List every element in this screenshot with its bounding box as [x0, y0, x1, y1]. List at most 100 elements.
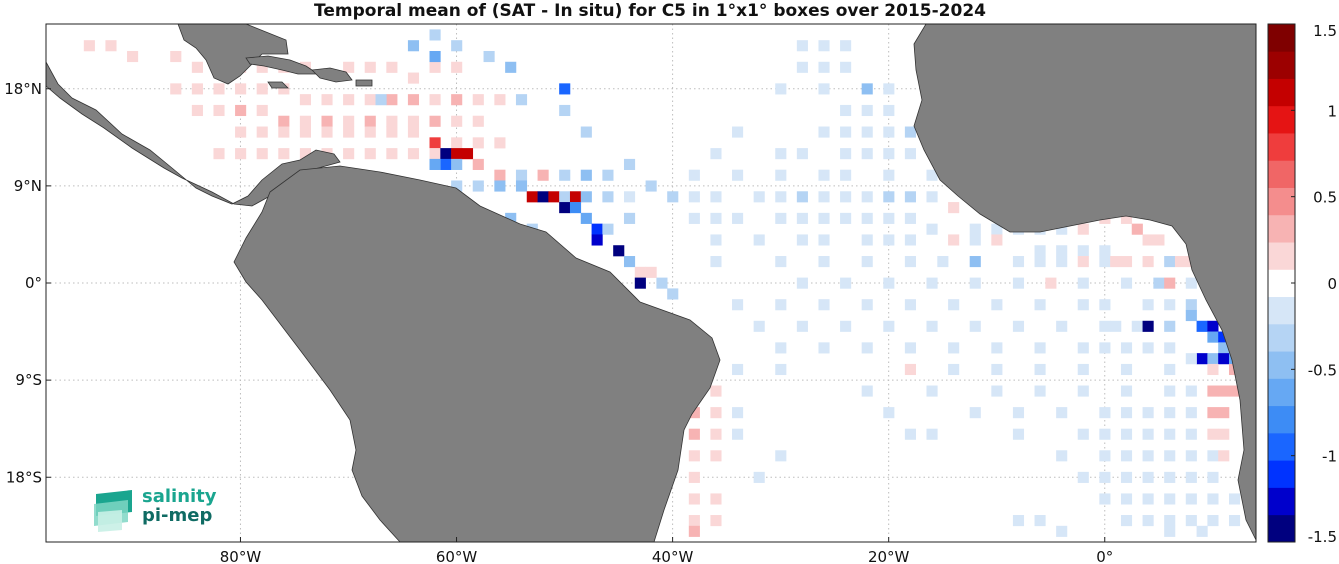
grid-cell — [1218, 385, 1230, 397]
grid-cell — [1077, 428, 1089, 440]
grid-cell — [688, 515, 700, 527]
grid-cell — [775, 148, 787, 160]
grid-cell — [883, 126, 895, 138]
colorbar-swatch — [1268, 296, 1295, 325]
grid-cell — [1120, 342, 1133, 354]
grid-cell — [213, 83, 225, 95]
grid-cell — [904, 148, 916, 160]
grid-cell — [688, 191, 700, 203]
grid-cell — [861, 256, 873, 268]
grid-cell — [451, 94, 463, 106]
grid-cell — [991, 385, 1003, 397]
grid-cell — [1185, 515, 1197, 527]
grid-cell — [667, 191, 679, 203]
grid-cell — [1185, 309, 1197, 322]
grid-cell — [1164, 407, 1176, 419]
grid-cell — [451, 148, 463, 160]
grid-cell — [1164, 471, 1176, 483]
grid-cell — [494, 137, 506, 149]
grid-cell — [948, 202, 960, 214]
central-america-land — [46, 24, 341, 207]
south-america-land — [233, 165, 721, 542]
grid-cell — [559, 104, 571, 117]
grid-cell — [278, 126, 290, 138]
grid-cell — [537, 191, 549, 203]
africa-land — [913, 24, 1256, 541]
grid-cell — [926, 169, 938, 181]
grid-cell — [451, 158, 463, 170]
grid-cell — [710, 191, 722, 203]
lat-tick-label: 9°S — [15, 371, 42, 389]
grid-cell — [299, 148, 311, 160]
grid-cell — [775, 212, 787, 224]
grid-cell — [1034, 342, 1046, 354]
grid-cell — [343, 94, 355, 106]
grid-cell — [732, 169, 744, 181]
grid-cell — [688, 428, 700, 440]
colorbar-swatch — [1268, 242, 1295, 270]
grid-cell — [861, 234, 873, 246]
lat-tick-label: 18°N — [4, 80, 42, 98]
grid-cell — [775, 256, 787, 268]
grid-cell — [991, 342, 1003, 354]
grid-cell — [904, 212, 916, 224]
grid-cell — [710, 148, 722, 160]
grid-cell — [710, 493, 722, 505]
grid-cell — [1012, 515, 1025, 527]
grid-cell — [969, 277, 981, 289]
grid-cell — [926, 320, 938, 332]
colorbar-swatch — [1268, 105, 1295, 134]
grid-cell — [213, 148, 225, 160]
grid-cell — [1164, 277, 1176, 289]
grid-cell — [1120, 493, 1133, 505]
grid-cell — [926, 385, 938, 397]
colorbar-tick-label: -1 — [1322, 448, 1337, 466]
grid-cell — [213, 104, 225, 117]
grid-cell — [818, 191, 830, 203]
grid-cell — [235, 126, 247, 138]
grid-cell — [861, 299, 873, 311]
grid-cell — [1207, 428, 1219, 440]
grid-cell — [1218, 353, 1230, 365]
grid-cell — [1185, 407, 1197, 419]
grid-cell — [1207, 385, 1219, 397]
grid-cell — [840, 61, 852, 73]
grid-cell — [278, 148, 290, 160]
grid-cell — [732, 126, 744, 138]
grid-cell — [688, 169, 700, 181]
grid-cell — [1142, 320, 1154, 332]
grid-cell — [688, 407, 700, 419]
grid-cell — [861, 212, 873, 224]
grid-cell — [1012, 256, 1025, 268]
grid-cell — [818, 169, 830, 181]
grid-cell — [948, 342, 960, 354]
grid-cell — [796, 234, 808, 246]
grid-cell — [937, 256, 949, 268]
grid-cell — [991, 234, 1003, 246]
grid-cell — [926, 277, 938, 289]
grid-cell — [1012, 320, 1025, 332]
grid-cell — [1218, 331, 1230, 343]
grid-cell — [429, 50, 441, 63]
grid-cell — [1077, 385, 1089, 397]
grid-cell — [948, 299, 960, 311]
salinity-pimep-logo: salinity pi-mep — [92, 486, 232, 534]
grid-cell — [796, 191, 808, 203]
grid-cell — [861, 342, 873, 354]
grid-cell — [591, 234, 603, 246]
grid-cell — [1207, 493, 1219, 505]
colorbar-swatch — [1268, 24, 1295, 52]
colorbar-swatch — [1268, 269, 1295, 298]
grid-cell — [991, 299, 1003, 311]
colorbar-swatch — [1268, 323, 1295, 352]
grid-cell — [494, 94, 506, 106]
grid-cell — [1228, 493, 1241, 505]
grid-cell — [688, 493, 700, 505]
grid-cell — [1153, 277, 1165, 289]
grid-cell — [861, 148, 873, 160]
lon-tick-label: 40°W — [652, 548, 694, 564]
grid-cell — [472, 158, 484, 170]
grid-cell — [1142, 342, 1154, 354]
grid-cell — [904, 256, 916, 268]
